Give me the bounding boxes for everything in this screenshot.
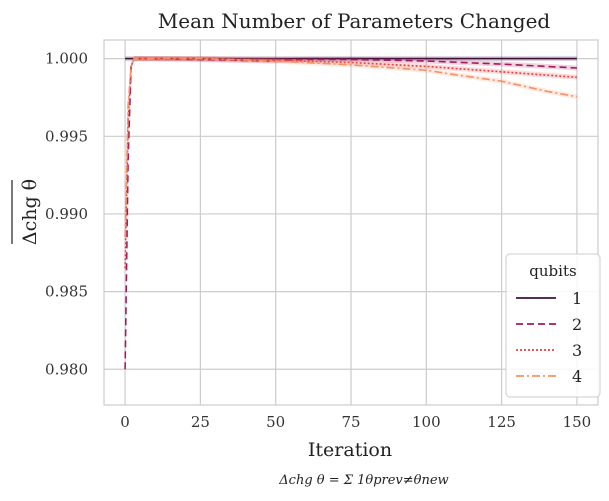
- legend-label-1: 1: [572, 289, 582, 308]
- plot-frame: [103, 39, 599, 406]
- legend-title: qubits: [529, 262, 576, 280]
- legend-label-4: 4: [572, 367, 582, 386]
- legend-label-2: 2: [572, 315, 582, 334]
- x-tick-label: 125: [487, 413, 516, 431]
- legend: qubits 1 2 3 4: [505, 253, 601, 398]
- x-axis-caption: Δchg θ = Σ 1θprev≠θnew: [278, 473, 448, 488]
- x-tick-label: 100: [412, 413, 441, 431]
- series-4-line: [124, 57, 578, 238]
- legend-label-3: 3: [572, 341, 582, 360]
- x-axis-label: Iteration: [308, 439, 392, 461]
- x-tick-label: 25: [191, 413, 210, 431]
- y-axis-label: Δchg θ: [19, 179, 41, 245]
- x-tick-label: 75: [341, 413, 360, 431]
- chart-title: Mean Number of Parameters Changed: [158, 9, 551, 33]
- x-tick-label: 0: [120, 413, 130, 431]
- x-tick-label: 150: [563, 413, 592, 431]
- y-tick-label: 0.990: [45, 205, 88, 223]
- x-tick-label: 50: [266, 413, 285, 431]
- y-tick-label: 0.995: [45, 127, 88, 145]
- legend-items: 1 2 3 4: [516, 289, 582, 386]
- tick-labels: 0 25 50 75 100 125 150 0.980 0.985 0.990 0.995 1.00…: [45, 50, 591, 431]
- y-tick-label: 0.980: [45, 360, 88, 378]
- legend-box: [505, 253, 601, 398]
- y-tick-label: 1.000: [45, 50, 88, 68]
- series-layer: [124, 56, 578, 372]
- y-tick-label: 0.985: [45, 283, 88, 301]
